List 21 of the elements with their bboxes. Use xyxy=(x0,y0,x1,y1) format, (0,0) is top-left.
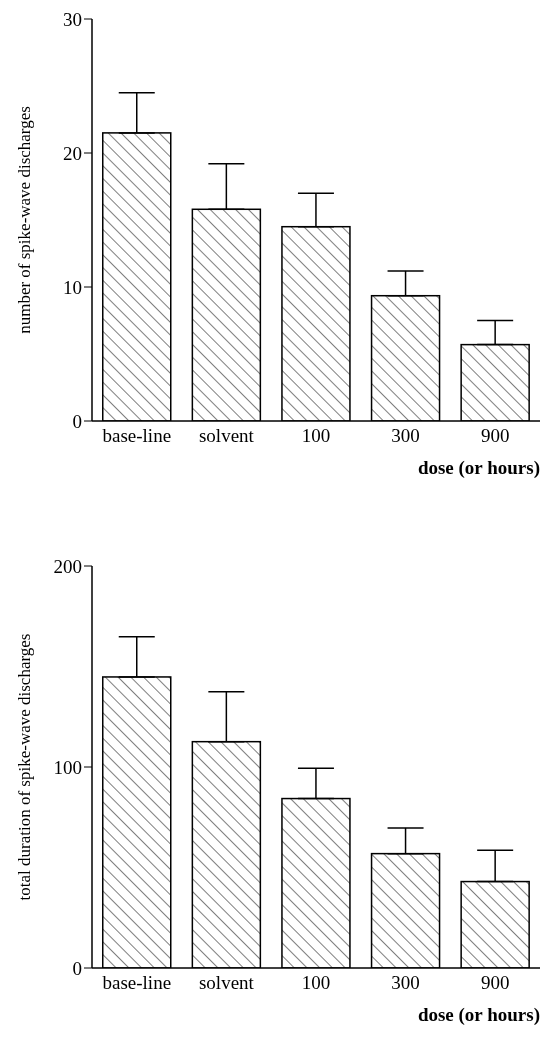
x-tick-label: 300 xyxy=(391,972,420,994)
x-axis-title: dose (or hours) xyxy=(417,457,540,480)
x-axis-title: dose (or hours) xyxy=(417,1004,540,1027)
x-tick-label: 900 xyxy=(480,425,510,447)
x-tick-label: 100 xyxy=(301,972,331,994)
y-tick-label: 200 xyxy=(53,555,82,577)
y-tick-label: 10 xyxy=(63,276,82,298)
y-tick-label: 20 xyxy=(63,142,82,164)
y-tick-label: 30 xyxy=(63,8,82,30)
x-tick-label: 100 xyxy=(301,425,331,447)
x-tick-label: solvent xyxy=(198,972,255,994)
x-tick-label: 900 xyxy=(480,972,510,994)
x-tick-label: solvent xyxy=(198,425,255,447)
y-tick-label: 0 xyxy=(72,957,82,979)
y-tick-label: 0 xyxy=(72,410,82,432)
y-axis-title: total duration of spike-wave discharges xyxy=(15,633,35,901)
x-tick-label: 300 xyxy=(391,425,420,447)
x-tick-label: base-line xyxy=(102,972,172,994)
y-axis-title: number of spike-wave discharges xyxy=(15,106,35,334)
x-tick-label: base-line xyxy=(102,425,172,447)
y-tick-label: 100 xyxy=(53,756,82,778)
